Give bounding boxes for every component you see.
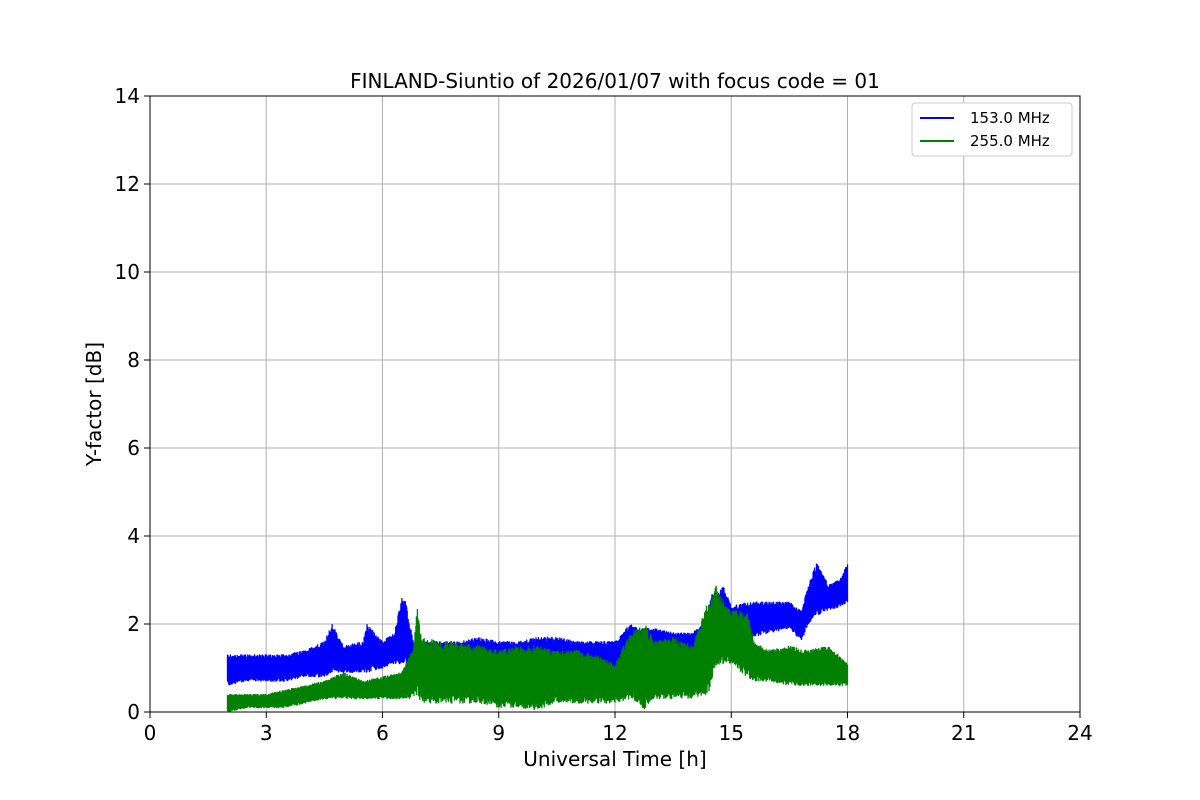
x-tick-label: 3 — [260, 721, 273, 745]
y-tick-label: 8 — [127, 348, 140, 372]
legend-label-2: 255.0 MHz — [970, 132, 1050, 150]
y-tick-label: 14 — [115, 84, 140, 108]
chart-title: FINLAND-Siuntio of 2026/01/07 with focus… — [350, 69, 880, 93]
y-tick-label: 12 — [115, 172, 140, 196]
x-tick-label: 15 — [719, 721, 744, 745]
y-tick-label: 2 — [127, 612, 140, 636]
x-tick-label: 24 — [1067, 721, 1092, 745]
y-tick-label: 4 — [127, 524, 140, 548]
y-tick-label: 10 — [115, 260, 140, 284]
y-axis-label: Y-factor [dB] — [82, 342, 106, 467]
x-tick-label: 18 — [835, 721, 860, 745]
legend-box — [911, 102, 1073, 157]
legend: 153.0 MHz 255.0 MHz — [911, 102, 1073, 157]
series-2 — [226, 585, 849, 713]
x-tick-label: 6 — [376, 721, 389, 745]
y-axis: 0 2 4 6 8 10 12 14 — [115, 84, 150, 724]
x-axis: 0 3 6 9 12 15 18 21 24 — [144, 712, 1093, 745]
x-tick-label: 0 — [144, 721, 157, 745]
series-layer — [226, 563, 849, 713]
x-tick-label: 12 — [602, 721, 627, 745]
series-1 — [226, 563, 849, 686]
y-tick-label: 0 — [127, 700, 140, 724]
x-axis-label: Universal Time [h] — [523, 747, 706, 771]
x-tick-label: 21 — [951, 721, 976, 745]
y-tick-label: 6 — [127, 436, 140, 460]
legend-label-1: 153.0 MHz — [970, 109, 1050, 127]
series-line-2 — [226, 585, 849, 713]
x-tick-label: 9 — [492, 721, 505, 745]
series-line-1 — [226, 563, 849, 686]
